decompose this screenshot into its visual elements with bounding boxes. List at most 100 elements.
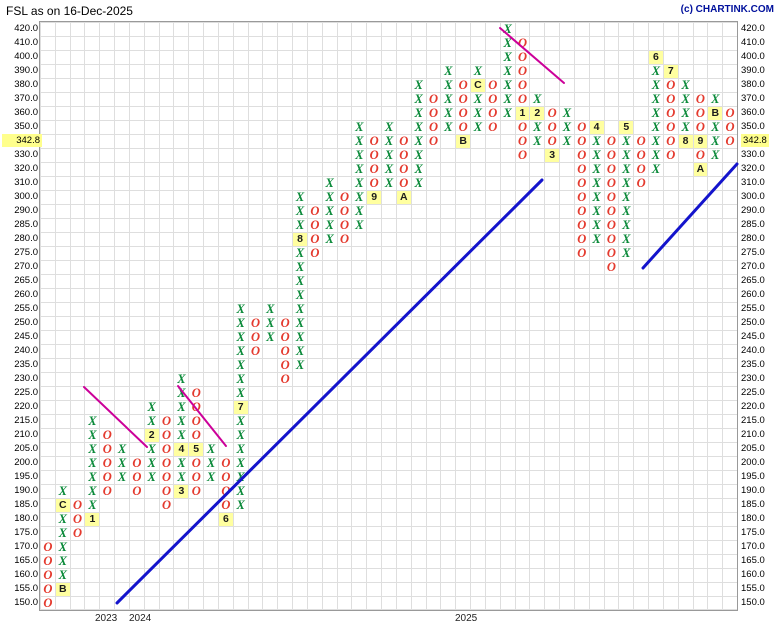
price-label-right: 225.0 bbox=[741, 387, 765, 398]
o-box: O bbox=[102, 456, 112, 470]
x-box: X bbox=[444, 64, 453, 78]
year-label: 2024 bbox=[129, 613, 152, 624]
month-marker: 3 bbox=[545, 149, 560, 162]
price-label-right: 180.0 bbox=[741, 513, 765, 524]
price-label-right: 360.0 bbox=[741, 107, 765, 118]
price-label-left: 245.0 bbox=[14, 331, 38, 342]
x-box: X bbox=[444, 120, 453, 134]
o-box: O bbox=[577, 134, 587, 148]
x-box: X bbox=[384, 134, 394, 148]
o-box: O bbox=[606, 176, 616, 190]
plot-border bbox=[39, 21, 738, 611]
price-label-right: 330.0 bbox=[741, 149, 765, 160]
price-label-right: 250.0 bbox=[741, 317, 765, 328]
price-label-left: 420.0 bbox=[14, 23, 38, 34]
x-box: X bbox=[444, 78, 453, 92]
x-box: X bbox=[473, 106, 483, 120]
grid-line-h bbox=[40, 92, 737, 93]
price-label-right: 275.0 bbox=[741, 247, 765, 258]
price-label-left: 265.0 bbox=[14, 275, 38, 286]
price-label-right: 210.0 bbox=[741, 429, 765, 440]
price-label-right: 240.0 bbox=[741, 345, 765, 356]
o-box: O bbox=[666, 120, 676, 134]
x-box: X bbox=[622, 162, 631, 176]
x-box: X bbox=[622, 246, 631, 260]
x-box: X bbox=[533, 134, 542, 148]
x-box: X bbox=[384, 120, 394, 134]
month-marker: 1 bbox=[85, 513, 100, 526]
grid-line-h bbox=[40, 64, 737, 65]
o-box: O bbox=[488, 120, 498, 134]
x-box: X bbox=[473, 120, 483, 134]
price-label-right: 190.0 bbox=[741, 485, 765, 496]
price-label-right: 150.0 bbox=[741, 597, 765, 608]
price-label-left: 360.0 bbox=[14, 107, 38, 118]
grid-line-h bbox=[40, 176, 737, 177]
o-box: O bbox=[666, 92, 676, 106]
price-label-right: 200.0 bbox=[741, 457, 765, 468]
price-label-left: 280.0 bbox=[14, 233, 38, 244]
o-box: O bbox=[43, 596, 53, 610]
price-label-right: 400.0 bbox=[741, 51, 765, 62]
price-label-left: 170.0 bbox=[14, 541, 38, 552]
o-box: O bbox=[399, 148, 409, 162]
x-box: X bbox=[562, 134, 572, 148]
x-box: X bbox=[622, 204, 631, 218]
month-marker: 5 bbox=[619, 121, 634, 134]
o-box: O bbox=[102, 470, 112, 484]
x-box: X bbox=[622, 148, 631, 162]
o-box: O bbox=[43, 582, 53, 596]
price-label-right: 390.0 bbox=[741, 65, 765, 76]
o-box: O bbox=[547, 134, 557, 148]
price-label-right: 220.0 bbox=[741, 401, 765, 412]
x-box: X bbox=[622, 190, 631, 204]
x-box: X bbox=[444, 92, 453, 106]
price-label-right: 380.0 bbox=[741, 79, 765, 90]
x-box: X bbox=[622, 232, 631, 246]
price-label-right: 342.8 bbox=[741, 134, 769, 147]
o-box: O bbox=[517, 78, 527, 92]
x-box: X bbox=[444, 106, 453, 120]
price-label-right: 160.0 bbox=[741, 569, 765, 580]
x-box: X bbox=[58, 526, 67, 540]
price-label-left: 155.0 bbox=[14, 583, 38, 594]
x-box: X bbox=[414, 106, 423, 120]
price-label-left: 260.0 bbox=[14, 289, 38, 300]
o-box: O bbox=[399, 162, 409, 176]
o-box: O bbox=[725, 106, 735, 120]
o-box: O bbox=[606, 190, 616, 204]
price-label-right: 285.0 bbox=[741, 219, 765, 230]
grid-line-h bbox=[40, 36, 737, 37]
x-box: X bbox=[562, 120, 572, 134]
price-label-right: 195.0 bbox=[741, 471, 765, 482]
x-box: X bbox=[88, 484, 97, 498]
price-label-right: 300.0 bbox=[741, 191, 765, 202]
price-label-right: 185.0 bbox=[741, 499, 765, 510]
chartink-copyright: (c) CHARTINK.COM bbox=[680, 4, 774, 15]
price-label-right: 215.0 bbox=[741, 415, 765, 426]
price-label-right: 230.0 bbox=[741, 373, 765, 384]
price-label-left: 180.0 bbox=[14, 513, 38, 524]
price-label-left: 150.0 bbox=[14, 597, 38, 608]
o-box: O bbox=[43, 540, 53, 554]
price-label-left: 230.0 bbox=[14, 373, 38, 384]
x-box: X bbox=[711, 92, 720, 106]
o-box: O bbox=[517, 120, 527, 134]
price-label-left: 320.0 bbox=[14, 163, 38, 174]
price-label-left: 270.0 bbox=[14, 261, 38, 272]
o-box: O bbox=[606, 246, 616, 260]
month-marker: C bbox=[55, 499, 70, 512]
grid-line-h bbox=[40, 120, 737, 121]
price-label-left: 300.0 bbox=[14, 191, 38, 202]
x-box: X bbox=[592, 134, 601, 148]
price-label-left: 200.0 bbox=[14, 457, 38, 468]
x-box: X bbox=[503, 106, 512, 120]
o-box: O bbox=[73, 512, 83, 526]
price-label-right: 420.0 bbox=[741, 23, 765, 34]
grid-line-h bbox=[40, 162, 737, 163]
o-box: O bbox=[517, 92, 527, 106]
x-box: X bbox=[533, 92, 542, 106]
price-label-left: 215.0 bbox=[14, 415, 38, 426]
price-label-left: 275.0 bbox=[14, 247, 38, 258]
